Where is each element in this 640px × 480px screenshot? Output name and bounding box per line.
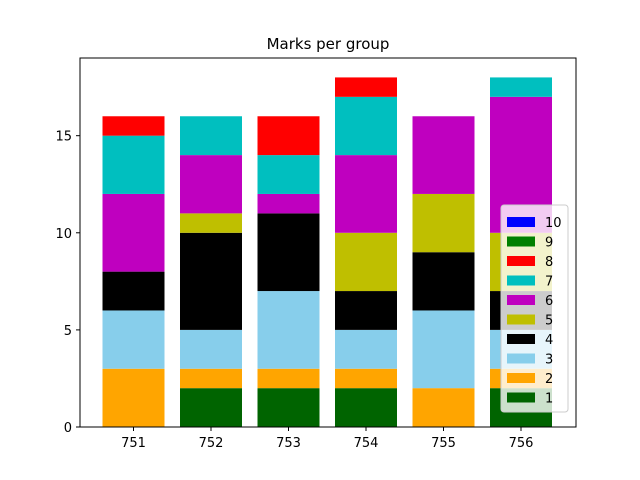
legend-label-9: 9: [545, 236, 553, 251]
legend-swatch-8: [507, 256, 535, 266]
bar-segment-754-series-5: [335, 232, 397, 292]
bar-segment-753-series-2: [257, 368, 320, 389]
bar-segment-752-series-3: [180, 329, 242, 369]
bar-segment-755-series-6: [412, 116, 475, 194]
legend-swatch-4: [507, 334, 535, 344]
bar-segment-752-series-6: [180, 155, 242, 214]
bar-segment-751-series-6: [102, 193, 165, 272]
y-tick-label: 0: [64, 421, 72, 436]
legend-swatch-9: [507, 236, 535, 247]
bar-segment-754-series-6: [335, 155, 397, 233]
bar-segment-753-series-3: [257, 291, 320, 369]
bar-segment-751-series-3: [102, 310, 165, 369]
legend-swatch-7: [507, 275, 535, 286]
legend-swatch-6: [507, 295, 535, 305]
legend-swatch-1: [507, 392, 535, 403]
bar-segment-754-series-8: [335, 77, 397, 97]
bar-segment-752-series-5: [180, 213, 242, 233]
bar-segment-752-series-1: [180, 388, 242, 427]
y-tick-label: 5: [64, 324, 72, 339]
bar-segment-753-series-4: [257, 213, 320, 292]
legend-label-7: 7: [545, 275, 553, 290]
legend-swatch-10: [507, 217, 535, 227]
bar-segment-753-series-1: [257, 388, 320, 427]
x-tick-label: 756: [509, 436, 534, 451]
legend-label-4: 4: [545, 333, 553, 348]
bar-segment-755-series-4: [412, 252, 475, 311]
legend-label-5: 5: [545, 314, 553, 329]
bars-group: [102, 77, 552, 427]
bar-segment-752-series-2: [180, 368, 242, 389]
bar-segment-752-series-4: [180, 232, 242, 330]
y-axis: 0 5 10 15: [55, 130, 80, 436]
legend-label-2: 2: [545, 372, 553, 387]
bar-segment-751-series-4: [102, 271, 165, 311]
bar-segment-752-series-7: [180, 116, 242, 156]
bar-segment-754-series-1: [335, 388, 397, 427]
bar-segment-751-series-2: [102, 368, 165, 427]
bar-segment-754-series-7: [335, 96, 397, 156]
bar-segment-755-series-2: [412, 388, 475, 427]
y-tick-label: 15: [55, 130, 72, 145]
chart-title: Marks per group: [267, 35, 390, 53]
bar-segment-755-series-3: [412, 310, 475, 389]
bar-segment-755-series-5: [412, 193, 475, 253]
legend-swatch-3: [507, 353, 535, 364]
x-tick-label: 752: [199, 436, 224, 451]
legend: 10 9 8 7 6 5 4 3 2 1: [500, 204, 569, 413]
x-tick-label: 751: [121, 436, 146, 451]
bar-segment-754-series-4: [335, 291, 397, 330]
bar-segment-753-series-8: [257, 116, 320, 156]
bar-segment-754-series-2: [335, 368, 397, 389]
plot-frame: [79, 57, 577, 428]
bar-segment-754-series-3: [335, 329, 397, 369]
x-tick-label: 753: [276, 436, 301, 451]
legend-swatch-2: [507, 373, 535, 383]
legend-label-3: 3: [545, 353, 553, 368]
x-tick-label: 754: [354, 436, 379, 451]
bar-segment-751-series-7: [102, 135, 165, 194]
legend-swatch-5: [507, 314, 535, 325]
legend-label-10: 10: [545, 216, 562, 231]
y-tick-label: 10: [55, 227, 72, 242]
legend-label-1: 1: [545, 392, 553, 407]
legend-label-8: 8: [545, 255, 553, 270]
x-tick-label: 755: [431, 436, 456, 451]
legend-label-6: 6: [545, 294, 553, 309]
bar-segment-751-series-8: [102, 116, 165, 136]
bar-segment-753-series-6: [257, 193, 320, 214]
bar-segment-753-series-7: [257, 155, 320, 194]
bar-segment-756-series-7: [490, 77, 552, 97]
x-axis: 751 752 753 754 755 756: [121, 427, 533, 451]
